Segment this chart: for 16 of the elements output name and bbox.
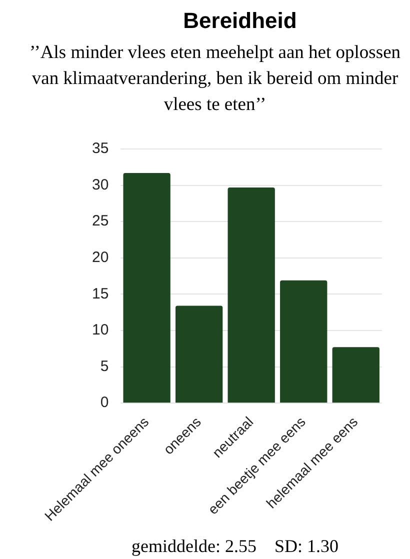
chart-title: Bereidheid [182, 7, 298, 34]
y-tick-label: 35 [92, 140, 109, 158]
y-tick-label: 30 [92, 176, 109, 194]
y-tick-label: 10 [92, 322, 109, 339]
y-tick-label: 15 [92, 285, 109, 302]
bar [228, 187, 275, 403]
chart-subtitle: ’’Als minder vlees eten meehelpt aan het oplossen van klimaatverandering, ben ik bereid om minder vlees te eten’’ [28, 42, 402, 117]
bar [123, 172, 170, 403]
y-tick-label: 0 [100, 394, 109, 412]
bar [176, 306, 223, 403]
y-tick-label: 5 [100, 358, 109, 375]
bar [280, 280, 328, 403]
text: gemiddelde: 2.55 SD: 1.30 [130, 536, 340, 557]
y-tick-label: 25 [92, 212, 109, 230]
y-tick-label: 20 [92, 249, 109, 266]
bar [332, 347, 380, 403]
